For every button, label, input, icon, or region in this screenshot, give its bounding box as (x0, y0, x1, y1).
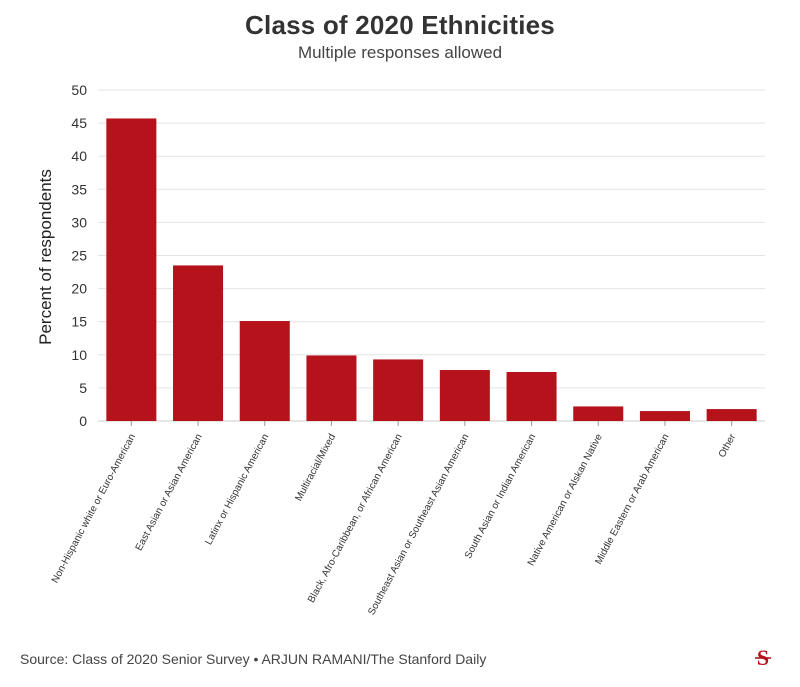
x-tick-label: Other (717, 432, 739, 460)
x-tick-label: East Asian or Asian American (134, 432, 205, 552)
y-tick-label: 15 (71, 314, 87, 330)
y-axis-label: Percent of respondents (36, 169, 55, 345)
chart-title: Class of 2020 Ethnicities (245, 10, 555, 40)
bar (173, 265, 224, 421)
source-credit: Source: Class of 2020 Senior Survey • AR… (20, 651, 487, 667)
bar (573, 406, 624, 421)
y-tick-label: 25 (71, 248, 87, 264)
bar (106, 118, 157, 421)
bar (239, 321, 290, 421)
x-axis-ticks: Non-Hispanic white or Euro-AmericanEast … (50, 421, 739, 617)
y-tick-label: 40 (71, 148, 87, 164)
x-tick-label: Middle Eastern or Arab American (593, 432, 671, 566)
x-tick-label: Non-Hispanic white or Euro-American (50, 432, 138, 585)
y-tick-label: 10 (71, 347, 87, 363)
stanford-daily-s-icon: S (755, 645, 771, 670)
y-tick-label: 5 (79, 380, 87, 396)
bar (506, 372, 557, 421)
bar (706, 409, 757, 421)
x-tick-label: Latinx or Hispanic American (203, 432, 271, 547)
chart-subtitle: Multiple responses allowed (297, 43, 503, 62)
x-tick-label: South Asian or Indian American (463, 432, 538, 560)
bars (106, 118, 757, 421)
bar (639, 411, 690, 421)
y-tick-label: 20 (71, 281, 87, 297)
y-tick-label: 50 (71, 82, 87, 98)
bar (439, 370, 490, 421)
y-axis-ticks: 0 5 10 15 20 25 30 35 40 45 50 (71, 82, 87, 429)
bar (306, 355, 357, 421)
x-tick-label: Native American or Alskan Native (526, 432, 605, 568)
y-tick-label: 0 (79, 413, 87, 429)
y-tick-label: 30 (71, 214, 87, 230)
x-tick-label: Multiracial/Mixed (293, 432, 338, 503)
bar (373, 359, 424, 421)
y-tick-label: 45 (71, 115, 87, 131)
y-tick-label: 35 (71, 181, 87, 197)
